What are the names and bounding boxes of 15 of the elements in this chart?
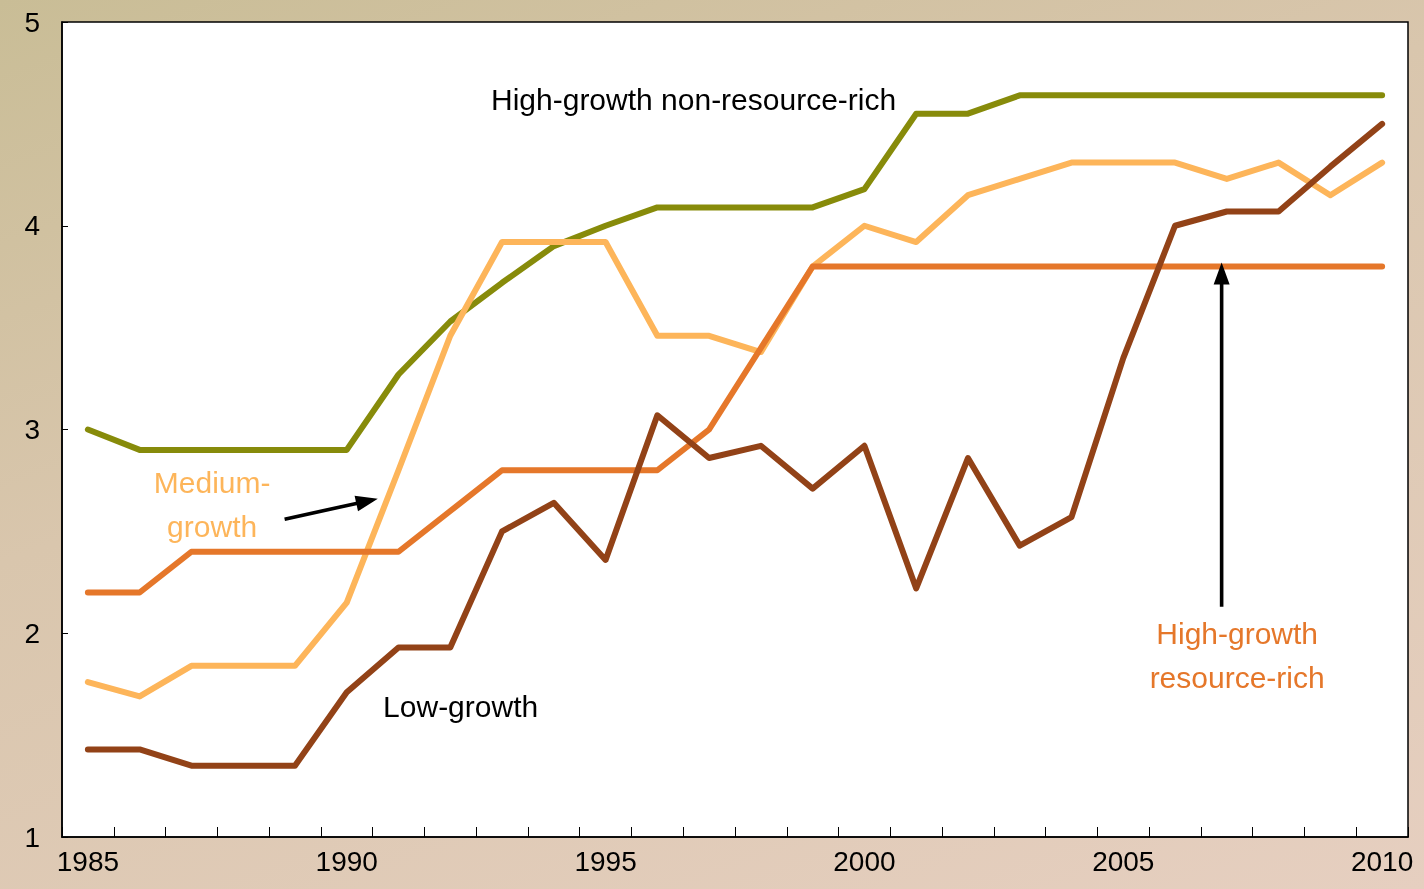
text: Medium-growth xyxy=(153,466,271,544)
x-tick-label: 1995 xyxy=(574,845,637,877)
x-tick-label: 2010 xyxy=(1350,845,1414,877)
y-tick-label: 5 xyxy=(24,6,40,38)
series-label: High-growth non-resource-rich xyxy=(491,82,897,116)
y-tick-label: 4 xyxy=(24,210,40,242)
y-tick-label: 1 xyxy=(24,821,40,853)
x-tick-label: 2000 xyxy=(833,845,896,877)
x-tick-label: 1985 xyxy=(56,845,120,877)
y-tick-label: 3 xyxy=(24,414,40,445)
y-tick-label: 2 xyxy=(24,617,40,649)
x-tick-label: 1990 xyxy=(315,845,378,877)
text: High-growth resource-rich xyxy=(1149,617,1325,695)
x-tick-label: 2005 xyxy=(1092,845,1155,877)
series-label: Low-growth xyxy=(383,690,539,724)
